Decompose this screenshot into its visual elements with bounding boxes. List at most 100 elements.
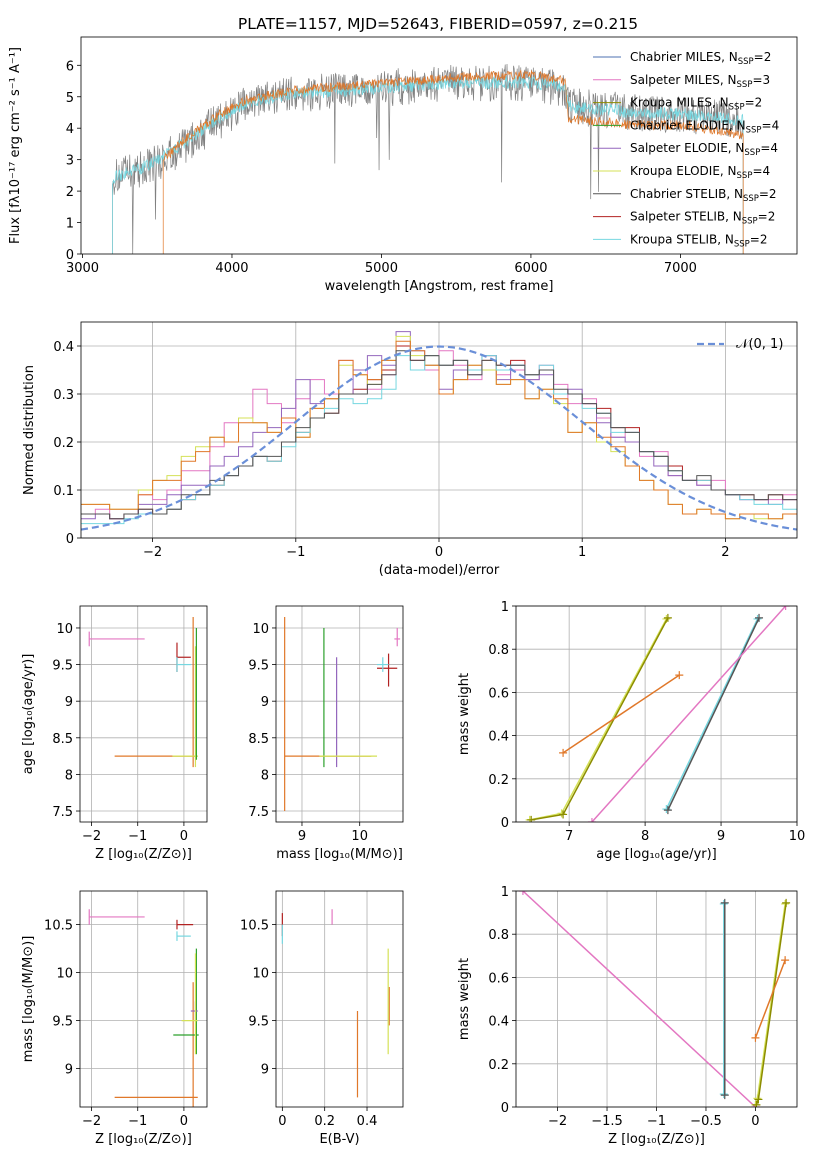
tick-label-y: 0.2 bbox=[488, 773, 509, 788]
tick-label-x: 0 bbox=[180, 1114, 188, 1129]
data-point-marker bbox=[719, 899, 728, 908]
x-axis-label: E(B-V) bbox=[319, 1132, 359, 1147]
data-point-marker bbox=[752, 1100, 761, 1107]
tick-label-y: 0 bbox=[66, 532, 74, 547]
data-point-marker bbox=[559, 810, 568, 819]
spectrum-line bbox=[162, 69, 744, 254]
tick-label-y: 10 bbox=[56, 622, 73, 637]
tick-label-y: 0.2 bbox=[53, 436, 74, 451]
plot-area-mass_vs_Z bbox=[88, 909, 199, 1107]
figure-title: PLATE=1157, MJD=52643, FIBERID=0597, z=0… bbox=[238, 15, 638, 33]
y-axis-label: age [log₁₀(age/yr)] bbox=[21, 654, 36, 775]
tick-label-y: 0.6 bbox=[488, 686, 509, 701]
tick-label-x: 9 bbox=[717, 829, 725, 844]
data-point-marker bbox=[782, 898, 791, 907]
legend-entry: Salpeter ELODIE, NSSP=4 bbox=[630, 141, 778, 158]
axes-age_vs_Z: −2 −1 0 7.5 8 8.5 9 9.5 10 Z [log₁₀(Z/Z⊙)] age [lo… bbox=[21, 605, 208, 862]
histogram-step bbox=[81, 350, 797, 520]
histogram-step bbox=[81, 340, 797, 520]
tick-label-x: −2 bbox=[82, 829, 101, 844]
tick-label-y: 2 bbox=[66, 185, 74, 200]
data-point-marker bbox=[720, 898, 729, 907]
tick-label-y: 10.5 bbox=[240, 919, 269, 934]
legend-entry: Chabrier STELIB, NSSP=2 bbox=[630, 187, 777, 204]
tick-label-y: 9.5 bbox=[52, 659, 73, 674]
y-axis-label: mass weight bbox=[457, 673, 472, 755]
tick-label-x: 1 bbox=[578, 545, 586, 560]
mass-weight-line bbox=[665, 618, 759, 810]
x-axis-label: wavelength [Angstrom, rest frame] bbox=[325, 279, 554, 294]
tick-label-x: −0.5 bbox=[690, 1114, 722, 1129]
x-axis-label: Z [log₁₀(Z/Z⊙)] bbox=[95, 1132, 192, 1147]
tick-label-y: 8.5 bbox=[52, 732, 73, 747]
tick-label-y: 8 bbox=[65, 768, 73, 783]
plot-area-massweight_vs_Z bbox=[518, 891, 791, 1107]
data-point-marker bbox=[587, 818, 596, 822]
tick-label-y: 9 bbox=[65, 695, 73, 710]
mass-weight-line bbox=[531, 617, 669, 821]
tick-label-y: 0.6 bbox=[488, 971, 509, 986]
tick-label-y: 5 bbox=[66, 91, 74, 106]
tick-label-y: 6 bbox=[66, 59, 74, 74]
legend-entry: Salpeter MILES, NSSP=3 bbox=[630, 73, 770, 90]
data-point-marker bbox=[781, 606, 790, 610]
axes-residuals: −2 −1 0 1 2 0 0.1 0.2 0.3 0.4 (data-model)/error No… bbox=[22, 321, 798, 578]
tick-label-x: 6000 bbox=[514, 261, 547, 276]
tick-label-x: 10 bbox=[789, 829, 806, 844]
tick-label-x: −1 bbox=[128, 1114, 147, 1129]
tick-label-y: 10 bbox=[56, 967, 73, 982]
plot-area-age_vs_Z bbox=[88, 616, 198, 768]
tick-label-x: −1 bbox=[286, 545, 305, 560]
mass-weight-line bbox=[667, 617, 760, 811]
x-axis-label: Z [log₁₀(Z/Z⊙)] bbox=[608, 1132, 705, 1147]
tick-label-y: 9 bbox=[261, 1063, 269, 1078]
tick-label-y: 0.4 bbox=[488, 1015, 509, 1030]
tick-label-x: −2 bbox=[143, 545, 162, 560]
tick-label-y: 0.8 bbox=[488, 643, 509, 658]
legend-entry: Chabrier MILES, NSSP=2 bbox=[630, 50, 771, 67]
tick-label-x: 7000 bbox=[664, 261, 697, 276]
axes-frame bbox=[80, 321, 798, 539]
axes-massweight_vs_age: 7 8 9 10 0 0.2 0.4 0.6 0.8 1 age [log₁₀(age/yr)] ma… bbox=[457, 600, 805, 862]
data-point-marker bbox=[751, 1033, 760, 1042]
tick-label-y: 10 bbox=[252, 967, 269, 982]
axes-massweight_vs_Z: −2 −1.5 −1 −0.5 0 0 0.2 0.4 0.6 0.8 1 Z [log₁₀(Z/Z⊙… bbox=[457, 885, 798, 1147]
data-point-marker bbox=[663, 613, 672, 622]
tick-label-y: 0.4 bbox=[488, 730, 509, 745]
plot-area-mass_vs_ebv bbox=[281, 909, 390, 1098]
mass-weight-line bbox=[562, 674, 680, 754]
tick-label-x: 0.2 bbox=[314, 1114, 335, 1129]
plot-area-spectrum bbox=[112, 64, 744, 254]
tick-label-y: 10.5 bbox=[44, 919, 73, 934]
tick-label-y: 0 bbox=[501, 1101, 509, 1116]
data-point-marker bbox=[720, 1091, 729, 1100]
tick-label-y: 9 bbox=[261, 695, 269, 710]
data-point-marker bbox=[675, 671, 684, 680]
tick-label-y: 9.5 bbox=[248, 1015, 269, 1030]
x-axis-label: (data-model)/error bbox=[379, 563, 500, 578]
tick-label-x: 10 bbox=[351, 829, 368, 844]
tick-label-y: 7.5 bbox=[248, 805, 269, 820]
tick-label-x: 0.4 bbox=[357, 1114, 378, 1129]
data-point-marker bbox=[518, 891, 527, 895]
tick-label-x: 0 bbox=[751, 1114, 759, 1129]
tick-label-x: −2 bbox=[82, 1114, 101, 1129]
axes-frame bbox=[275, 605, 404, 823]
axes-frame bbox=[79, 605, 208, 823]
tick-label-x: 7 bbox=[565, 829, 573, 844]
data-point-marker bbox=[527, 815, 536, 822]
tick-label-x: 3000 bbox=[66, 261, 99, 276]
axes-frame bbox=[515, 605, 798, 823]
axes-frame bbox=[515, 890, 798, 1108]
tick-label-y: 0.3 bbox=[53, 388, 74, 403]
tick-label-y: 8 bbox=[261, 768, 269, 783]
tick-label-y: 8.5 bbox=[248, 732, 269, 747]
tick-label-x: −2 bbox=[548, 1114, 567, 1129]
legend-entry: Kroupa MILES, NSSP=2 bbox=[630, 96, 762, 113]
tick-label-y: 0 bbox=[66, 248, 74, 263]
legend-entry: Kroupa STELIB, NSSP=2 bbox=[630, 232, 768, 249]
tick-label-y: 0.4 bbox=[53, 340, 74, 355]
tick-label-y: 1 bbox=[501, 885, 509, 900]
x-axis-label: age [log₁₀(age/yr)] bbox=[596, 847, 717, 862]
